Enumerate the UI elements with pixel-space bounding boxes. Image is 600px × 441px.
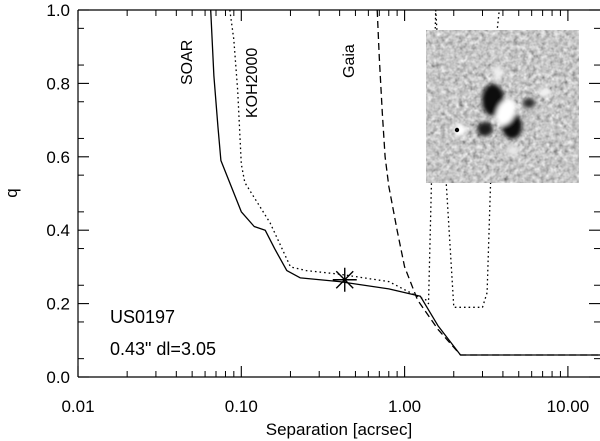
series-line-gaia — [376, 10, 600, 356]
companion-asterisk-marker — [332, 267, 357, 292]
series-layer — [210, 10, 600, 356]
speckle-bright-lobe — [493, 66, 503, 80]
y-tick-label: 0.2 — [46, 295, 70, 314]
y-tick-label: 0.6 — [46, 148, 70, 167]
companion-star-dot — [454, 127, 460, 133]
y-tick-label: 0.4 — [46, 221, 70, 240]
y-axis-title: q — [2, 188, 21, 197]
x-tick-label: 1.00 — [388, 397, 421, 416]
y-tick-label: 0.0 — [46, 368, 70, 387]
target-name-annotation: US0197 — [110, 307, 175, 327]
x-tick-label: 0.01 — [61, 397, 94, 416]
separation-dl-annotation: 0.43" dl=3.05 — [110, 339, 216, 359]
y-tick-label: 0.8 — [46, 74, 70, 93]
speckle-bright-lobe — [454, 124, 466, 136]
speckle-bright-lobe — [507, 145, 519, 155]
y-tick-label: 1.0 — [46, 1, 70, 20]
series-label-gaia: Gaia — [341, 44, 358, 78]
speckle-bright-lobe — [539, 87, 551, 97]
y-axis-ticks: 0.0 0.2 0.4 0.6 0.8 1.0 — [46, 1, 600, 387]
speckle-image-inset — [426, 30, 579, 183]
series-line-soar — [210, 10, 600, 356]
series-line-koh2000 — [229, 10, 500, 308]
asterisk-stroke — [335, 270, 354, 289]
x-axis-ticks: 0.01 0.10 1.00 10.00 — [61, 10, 589, 416]
speckle-image-pattern — [454, 66, 551, 155]
series-label-koh2000: KOH2000 — [244, 48, 261, 118]
speckle-central-peak — [495, 98, 517, 126]
series-label-soar: SOAR — [179, 40, 196, 85]
speckle-dark-lobe — [477, 122, 493, 136]
plot-axes — [77, 9, 600, 378]
x-tick-label: 0.10 — [225, 397, 258, 416]
x-tick-label: 10.00 — [547, 397, 590, 416]
x-axis-title: Separation [acrsec] — [266, 420, 412, 439]
speckle-dark-lobe — [523, 98, 535, 108]
